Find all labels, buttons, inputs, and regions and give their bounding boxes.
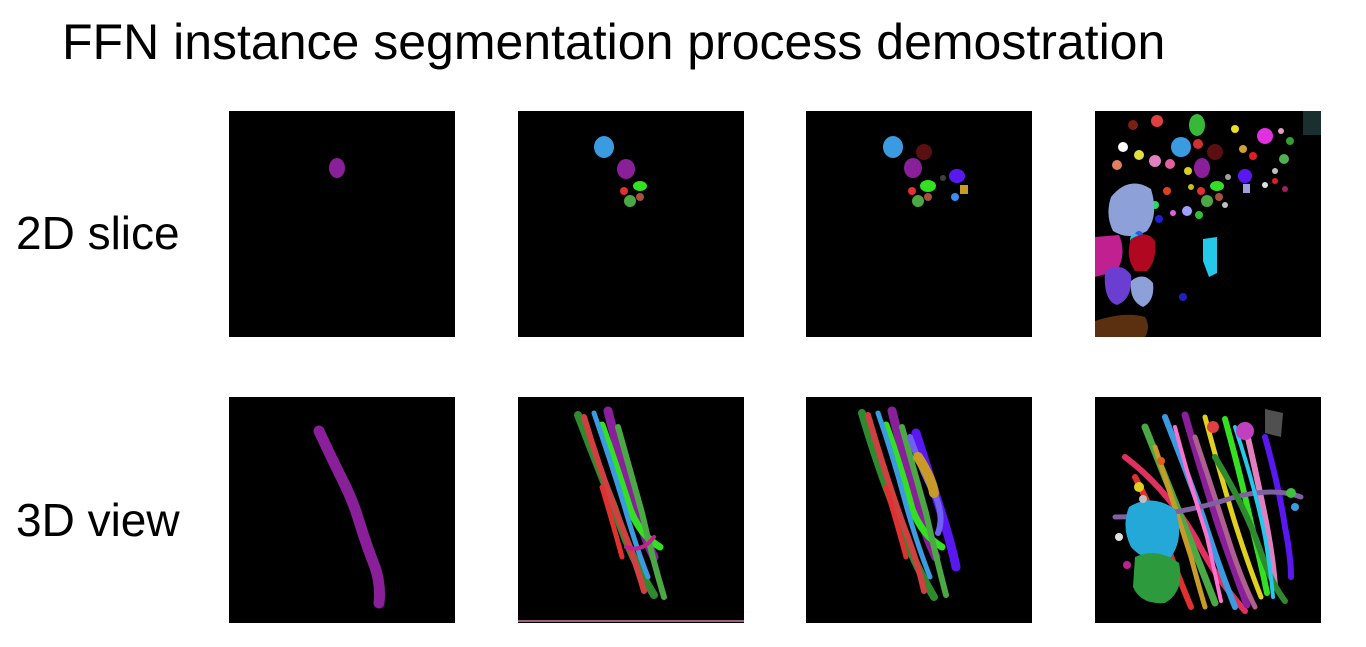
segment-purple (904, 158, 922, 178)
segment-blue (883, 136, 903, 158)
view-image-step-3 (858, 406, 961, 601)
segment-violet (949, 169, 965, 183)
segment-red (620, 187, 628, 195)
view-panel-step-3 (806, 397, 1032, 623)
slice-image-step-3 (883, 136, 968, 207)
segment-brown (636, 193, 644, 201)
segment-gold (960, 185, 968, 194)
segment-grey (940, 175, 946, 181)
slice-panel-step-2 (518, 111, 744, 337)
row-label-2d-slice: 2D slice (16, 207, 180, 259)
slice-image-step-2 (594, 136, 647, 207)
segment-green (920, 180, 936, 192)
segment-brown (924, 193, 932, 201)
segment-purple (329, 158, 345, 178)
slice-image-step-4 (1095, 111, 1321, 337)
segment-dark-green (912, 195, 924, 207)
view-panel-step-4 (1095, 397, 1321, 623)
slice-image-step-1 (329, 158, 345, 178)
segment-dark-red (916, 144, 932, 160)
row-label-3d-view: 3D view (16, 494, 180, 546)
segment-dark-green (624, 195, 636, 207)
segment-red (908, 187, 916, 195)
segment-purple (617, 159, 635, 179)
view-image-step-2 (518, 406, 744, 622)
slice-panel-step-4 (1095, 111, 1321, 337)
segment-green (633, 181, 647, 191)
slice-panel-step-3 (806, 111, 1032, 337)
segment-blue (594, 136, 614, 158)
view-image-step-4 (1112, 409, 1304, 614)
view-panel-step-1 (229, 397, 455, 623)
view-panel-step-2 (518, 397, 744, 623)
slice-panel-step-1 (229, 111, 455, 337)
segment-light-blue (951, 193, 959, 201)
segment-purple-strand (313, 425, 385, 609)
figure-title: FFN instance segmentation process demost… (62, 14, 1166, 70)
view-image-step-1 (313, 425, 385, 609)
